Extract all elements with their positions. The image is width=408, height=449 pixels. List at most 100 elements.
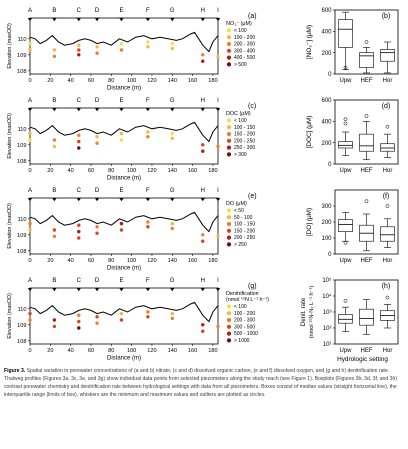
legend-label: < 100 [234,304,247,310]
outlier-point [343,240,348,245]
panel-e: A B C D E F G H I 108 109 110 0 20 40 60 80 100 120 140 160 1… [7,188,257,272]
data-point [146,135,150,139]
site-marker [145,18,151,22]
y-axis-label: Elevation (masOD) [7,203,13,249]
x-tick-label: 180 [208,168,217,174]
y-tick-label: 110 [18,37,27,43]
x-tick-label: 0 [28,348,31,354]
data-point [119,221,124,226]
site-label: F [146,98,150,104]
x-tick-label: 160 [188,168,197,174]
data-point [28,221,32,226]
category-label: HEF [361,78,373,84]
y-axis-label: Denit. rate [300,297,307,326]
category-label: Hor [383,348,393,354]
x-tick-label: 100 [127,168,136,174]
figure-canvas: A B C D E F G H I 108 109 110 0 20 40 60 80 100 120 140 160 1… [7,8,399,363]
site-label: E [119,188,123,194]
plot-frame [29,107,219,165]
panel-d: (d) 0 200 400 600 [DOC] (μM) Upw HEF Hor [306,98,399,174]
x-tick-label: 20 [47,168,53,174]
category-label: Upw [339,348,352,354]
data-point [28,131,32,136]
y-tick-label: 109 [17,233,26,239]
legend-label: 200 - 300 [234,42,255,48]
legend-swatch [226,138,232,143]
y-tick-label: 10¹ [323,342,332,348]
legend-title: (nmol ¹⁵N L⁻¹ h⁻¹) [226,297,269,303]
data-point [119,41,124,46]
data-point [170,221,174,226]
category-label: Hor [383,258,393,264]
legend-title: DO (μM) [226,201,247,207]
x-tick-label: 100 [127,258,136,264]
site-marker [94,198,100,202]
legend-swatch [226,152,232,157]
x-axis-label: Distance (m) [107,266,141,272]
site-marker [200,108,205,112]
outlier-point [343,117,348,122]
thalweg-profile-line [29,31,219,53]
data-point [77,53,81,57]
site-label: I [217,98,219,104]
site-marker [52,288,57,292]
site-label: E [119,8,123,14]
y-tick-label: 109 [17,143,26,149]
y-tick-label: 110 [18,127,27,133]
data-point [146,45,150,49]
y-tick-label: 600 [321,8,332,14]
x-tick-label: 60 [88,78,94,84]
legend-swatch [226,228,232,233]
legend-swatch [226,304,232,309]
y-tick-label: 108 [17,69,26,75]
site-label: H [201,98,205,104]
site-marker [145,198,151,202]
x-tick-label: 0 [28,168,31,174]
data-point [77,319,81,324]
data-point [170,226,174,231]
panel-label: (c) [248,103,256,110]
outlier-point [364,40,369,44]
data-point [201,323,205,327]
legend-swatch [226,28,232,33]
x-tick-label: 40 [68,348,74,354]
category-label: HEF [361,348,373,354]
site-marker [200,198,205,202]
site-marker [215,288,221,292]
panel-f: (f) 0 100 200 300 [DO] (μM) Upw HEF Hor [306,189,399,264]
category-label: Upw [339,168,352,174]
site-label: G [170,98,175,104]
site-label: D [95,8,100,14]
outlier-point [385,295,390,300]
data-point [52,138,57,142]
legend-swatch [226,118,232,123]
site-marker [200,18,205,22]
data-point [52,324,57,329]
plot-frame [334,99,399,165]
legend-label: 100 - 150 [234,125,255,131]
y-axis-label: [NO₃⁻] (μM) [306,25,313,59]
legend-swatch [226,215,232,220]
x-tick-label: 20 [47,78,53,84]
plot-frame [334,9,399,75]
outlier-point [343,298,348,303]
legend-label: 150 - 200 [234,132,255,138]
y-tick-label: 110 [18,217,27,223]
data-point [170,41,174,46]
y-tick-label: 10³ [323,310,332,316]
x-tick-label: 20 [47,348,53,354]
legend-label: 500 - 1000 [234,331,258,337]
legend-swatch [226,48,232,53]
panel-h: (h) 10¹ 10² 10³ 10⁴ 10⁵ Denit. rate (nmol ¹⁵N-N… [300,277,399,363]
legend-swatch [226,331,232,336]
site-marker [170,108,175,112]
legend-swatch [226,62,232,67]
y-tick-label: 200 [321,141,332,147]
site-marker [170,198,175,202]
panel-c: A B C D E F G H I 108 109 110 0 20 40 60 80 100 120 140 160 1… [7,98,256,182]
site-marker [52,198,57,202]
x-tick-label: 60 [88,258,94,264]
site-marker [200,288,205,292]
plot-frame [29,197,219,255]
data-point [95,315,99,319]
